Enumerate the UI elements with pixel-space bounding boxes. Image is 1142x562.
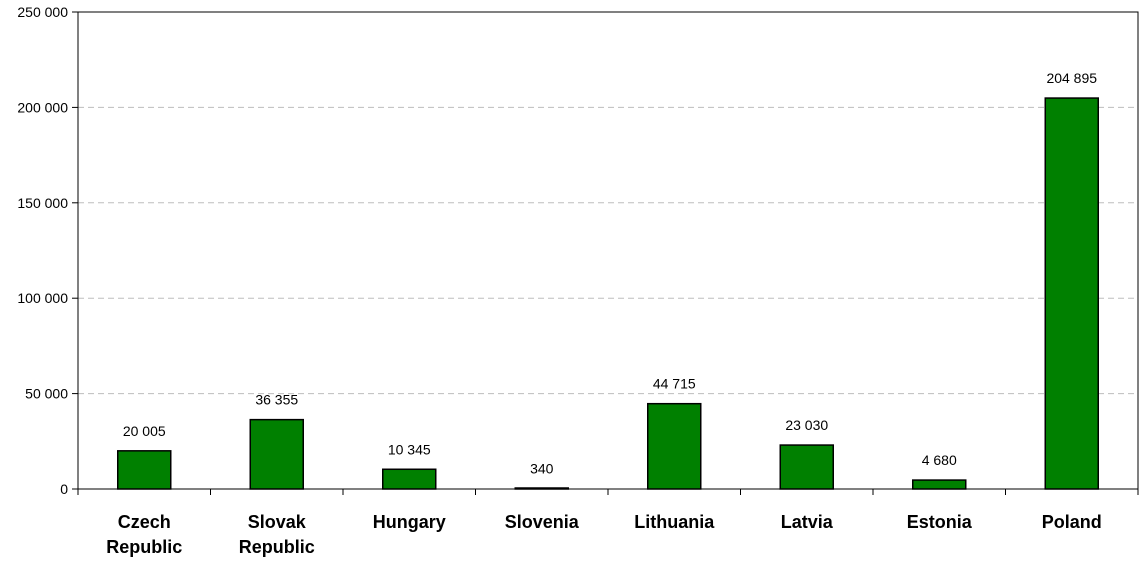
gridlines [78, 106, 1138, 395]
x-tick-label: Slovak [248, 512, 307, 532]
y-tick-label: 250 000 [17, 4, 68, 20]
data-label: 4 680 [922, 452, 957, 468]
x-tick-label: Slovenia [505, 512, 580, 532]
x-tick-label: Czech [118, 512, 171, 532]
bar [647, 402, 702, 490]
x-axis-ticks: Czech Republic Slovak Republic Hungary Sloven… [77, 489, 1139, 557]
bar [779, 444, 834, 490]
data-label: 20 005 [123, 423, 166, 439]
x-tick-label: Latvia [781, 512, 834, 532]
x-tick-label: Republic [106, 537, 182, 557]
x-tick-label: Lithuania [634, 512, 715, 532]
plot-frame [77, 11, 1139, 490]
data-label: 23 030 [785, 417, 828, 433]
bar [1044, 97, 1099, 490]
y-tick-label: 100 000 [17, 290, 68, 306]
data-label: 10 345 [388, 441, 431, 457]
y-tick-label: 200 000 [17, 99, 68, 115]
bar [249, 418, 304, 490]
x-tick-label: Poland [1042, 512, 1102, 532]
bars: 20 005 36 355 10 345 340 44 715 23 030 4 680 20… [117, 70, 1099, 490]
data-label: 204 895 [1046, 70, 1097, 86]
x-tick-label: Republic [239, 537, 315, 557]
bar [382, 468, 437, 490]
y-tick-label: 0 [60, 481, 68, 497]
x-tick-label: Hungary [373, 512, 446, 532]
data-label: 36 355 [255, 392, 298, 408]
x-tick-label: Estonia [907, 512, 973, 532]
bar [912, 479, 967, 490]
bar [117, 450, 172, 490]
y-tick-label: 150 000 [17, 195, 68, 211]
data-label: 340 [530, 460, 554, 476]
y-axis-ticks: 0 50 000 100 000 150 000 200 000 250 000 [17, 4, 78, 497]
axes [77, 11, 1139, 490]
data-label: 44 715 [653, 376, 696, 392]
y-tick-label: 50 000 [25, 386, 68, 402]
